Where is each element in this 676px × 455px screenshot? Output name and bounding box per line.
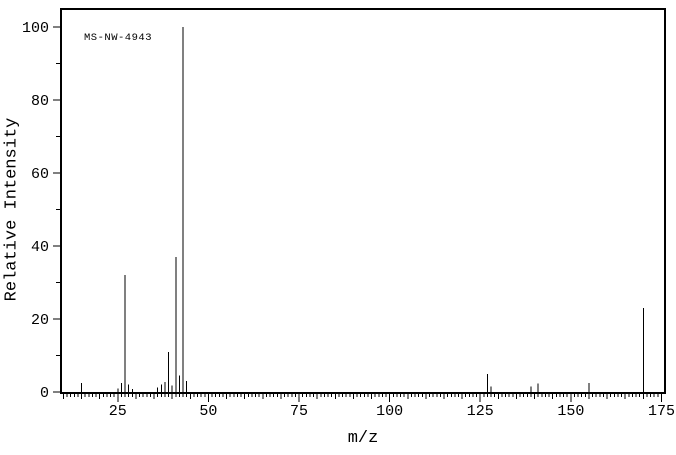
x-tick-label: 175 xyxy=(648,403,675,420)
y-axis-title: Relative Intensity xyxy=(2,117,22,302)
y-tick-label: 40 xyxy=(31,239,49,256)
y-tick-label: 100 xyxy=(22,20,49,37)
x-tick-label: 75 xyxy=(290,403,308,420)
x-tick-label: 25 xyxy=(109,403,127,420)
x-tick-label: 50 xyxy=(199,403,217,420)
x-axis-title: m/z xyxy=(347,429,379,448)
x-tick-label: 100 xyxy=(376,403,403,420)
x-tick-label: 150 xyxy=(557,403,584,420)
y-tick-label: 0 xyxy=(40,385,49,402)
x-tick-label: 125 xyxy=(467,403,494,420)
y-tick-label: 60 xyxy=(31,166,49,183)
plot-border xyxy=(60,8,666,394)
y-tick-label: 20 xyxy=(31,312,49,329)
y-tick-label: 80 xyxy=(31,93,49,110)
spectrum-id-label: MS-NW-4943 xyxy=(84,32,153,44)
